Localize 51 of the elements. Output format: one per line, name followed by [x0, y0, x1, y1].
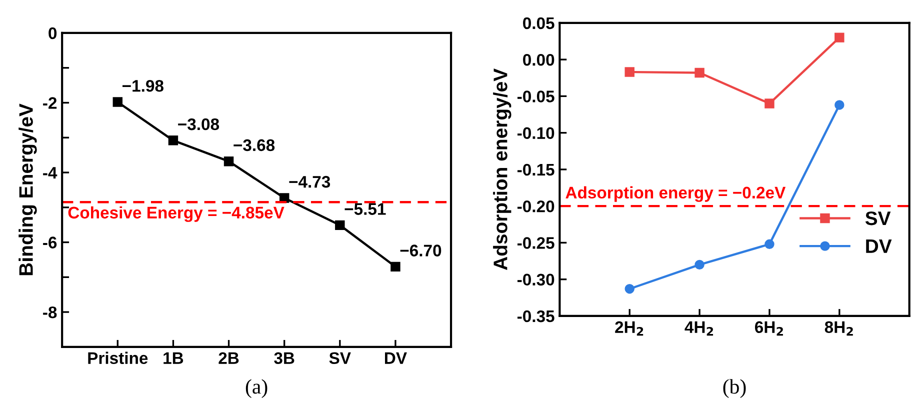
point	[694, 260, 704, 270]
text: (b)	[723, 379, 746, 398]
x-tick-label: Pristine	[88, 352, 148, 364]
point	[224, 156, 234, 166]
point	[834, 100, 844, 110]
y-tick-label: -2	[43, 97, 57, 109]
point	[764, 239, 774, 250]
y-tick-label: 0	[48, 27, 57, 40]
data-label: −1.98	[122, 80, 164, 92]
y-tick-label: 0.00	[523, 54, 554, 66]
y-axis-title: Adsorption energy/eV	[493, 68, 512, 270]
legend-label: SV	[865, 211, 891, 226]
y-axis-title: Binding Energy/eV	[18, 104, 37, 276]
y-tick-label: -0.25	[517, 237, 554, 249]
y-tick-label: -0.05	[517, 90, 554, 102]
y-tick-label: -4	[43, 167, 58, 179]
x-tick-label: 2H$_{2}$	[615, 321, 644, 336]
data-label: −4.73	[289, 176, 330, 188]
point	[764, 98, 774, 108]
point	[112, 97, 123, 107]
x-tick-label: 4H$_{2}$	[684, 321, 714, 336]
point	[390, 262, 400, 272]
y-tick-label: -6	[43, 236, 57, 248]
text: (a)	[246, 379, 268, 398]
x-tick-label: 3B	[274, 352, 294, 364]
x-tick-label: 2B	[218, 352, 239, 364]
data-label: −5.51	[344, 203, 386, 215]
y-tick-label: -0.10	[517, 127, 554, 140]
data-label: −3.68	[234, 139, 275, 152]
y-tick-label: 0.05	[523, 17, 554, 30]
y-tick-label: -8	[43, 306, 57, 318]
y-tick-label: -0.35	[517, 310, 554, 322]
y-tick-label: -0.15	[517, 164, 554, 176]
x-tick-label: 6H$_{2}$	[755, 321, 783, 336]
point	[834, 32, 844, 42]
data-label: −3.08	[178, 118, 220, 130]
legend-label: DV	[866, 239, 892, 253]
ref-line-label: Cohesive Energy = −4.85eV	[68, 206, 284, 222]
y-tick-label: -0.30	[517, 274, 554, 286]
point	[624, 67, 634, 77]
x-tick-label: DV	[384, 352, 407, 364]
x-tick-label: 8H$_{2}$	[824, 321, 853, 336]
x-tick-label: 1B	[164, 352, 184, 364]
point	[694, 68, 704, 78]
point	[168, 136, 178, 146]
x-tick-label: SV	[329, 352, 351, 364]
data-label: −6.70	[400, 244, 442, 256]
point	[335, 220, 345, 230]
point	[624, 284, 634, 294]
y-tick-label: -0.20	[517, 200, 554, 212]
ref-line-label: Adsorption energy = −0.2eV	[566, 186, 786, 202]
